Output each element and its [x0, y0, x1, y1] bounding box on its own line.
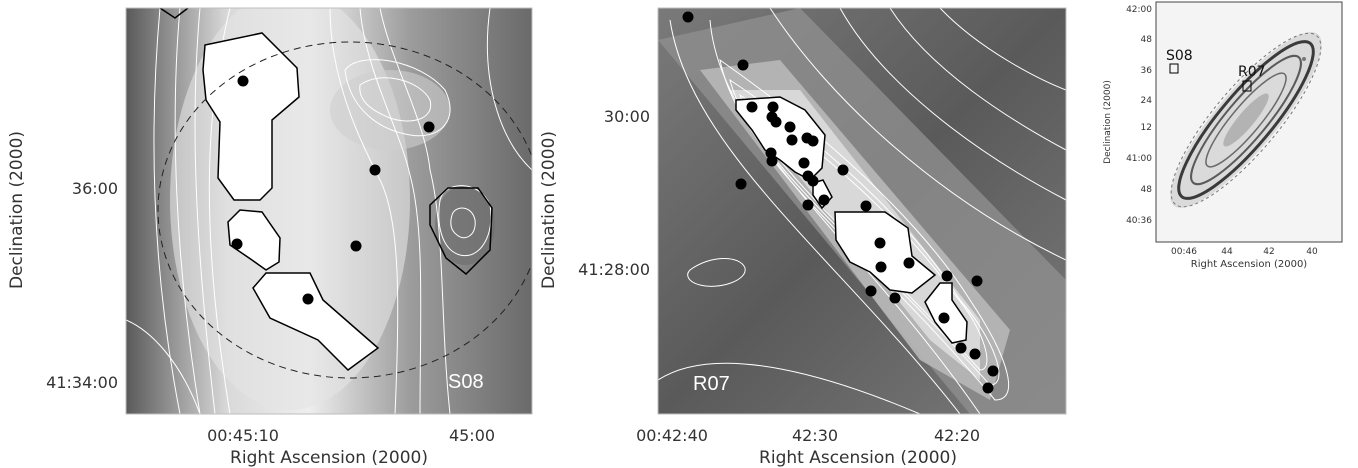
- r07-marker: [767, 101, 779, 113]
- overview-ytick: 40:36: [1126, 216, 1152, 226]
- r07-image: [658, 8, 1066, 414]
- r07-ytick-1: 30:00: [604, 107, 650, 126]
- r07-marker: [807, 175, 819, 187]
- overview-box-s08: [1169, 63, 1179, 74]
- r07-marker: [941, 270, 953, 282]
- r07-frame: [657, 7, 1067, 415]
- overview-frame: [1155, 1, 1343, 243]
- s08-marker: [423, 121, 435, 133]
- r07-marker: [865, 285, 877, 297]
- r07-marker: [735, 178, 747, 190]
- panel-s08-svg: S08 00:45:10 45:00 Right Ascension (2000…: [7, 7, 533, 468]
- s08-xlabel: Right Ascension (2000): [230, 448, 428, 468]
- r07-ytick-2: 41:28:00: [578, 260, 650, 279]
- r07-marker: [807, 135, 819, 147]
- r07-marker: [987, 365, 999, 377]
- overview-label-r07: R07: [1238, 64, 1266, 80]
- overview-ytick: 41:00: [1126, 154, 1152, 164]
- overview-xlabel: Right Ascension (2000): [1191, 259, 1308, 270]
- r07-xlabel: Right Ascension (2000): [759, 448, 957, 468]
- r07-marker: [874, 237, 886, 249]
- overview-label-s08: S08: [1166, 48, 1193, 64]
- panel-s08: S08 00:45:10 45:00 Right Ascension (2000…: [0, 0, 540, 468]
- overview-xtick: 42: [1263, 247, 1274, 257]
- s08-contours: [126, 8, 532, 414]
- r07-marker: [786, 134, 798, 146]
- s08-ytick-1: 36:00: [72, 179, 118, 198]
- r07-marker: [938, 312, 950, 324]
- r07-marker: [889, 292, 901, 304]
- s08-region-4: [429, 187, 493, 276]
- r07-marker: [982, 382, 994, 394]
- r07-marker: [770, 116, 782, 128]
- overview-ytick: 36: [1141, 66, 1153, 76]
- r07-xtick-1: 00:42:40: [636, 426, 708, 445]
- s08-aperture-circle: [157, 41, 532, 379]
- r07-marker: [765, 147, 777, 159]
- overview-xtick: 00:46: [1171, 247, 1197, 257]
- s08-image: [126, 8, 532, 414]
- r07-marker: [802, 199, 814, 211]
- r07-xtick-3: 42:20: [934, 426, 980, 445]
- r07-ylabel: Declination (2000): [540, 131, 559, 289]
- r07-marker: [682, 11, 694, 23]
- panel-r07-svg: R07 00:42:40 42:30 42:20 Right Ascension…: [540, 7, 1067, 468]
- s08-marker: [350, 240, 362, 252]
- s08-frame: [125, 7, 533, 415]
- s08-region-2: [227, 209, 281, 271]
- r07-marker: [969, 348, 981, 360]
- s08-ylabel: Declination (2000): [7, 131, 27, 289]
- s08-marker: [231, 238, 243, 250]
- overview-ytick: 48: [1141, 185, 1153, 195]
- s08-region-3: [252, 272, 380, 371]
- overview-xtick: 44: [1221, 247, 1233, 257]
- r07-marker: [818, 194, 830, 206]
- overview-ytick: 42:00: [1126, 5, 1152, 15]
- r07-marker: [971, 275, 983, 287]
- r07-marker: [955, 342, 967, 354]
- panel-overview-svg: S08 R07 42:00 48 36 24 12 41:00 48 40:36…: [1103, 1, 1343, 270]
- r07-marker: [860, 200, 872, 212]
- s08-markers: [231, 75, 435, 305]
- s08-marker: [237, 75, 249, 87]
- panel-overview: S08 R07 42:00 48 36 24 12 41:00 48 40:36…: [1080, 0, 1358, 300]
- overview-image: [1156, 2, 1342, 242]
- r07-region-3: [834, 211, 937, 294]
- s08-ytick-2: 41:34:00: [46, 373, 118, 392]
- s08-panel-label: S08: [448, 371, 484, 393]
- r07-panel-label: R07: [693, 373, 730, 395]
- r07-xtick-2: 42:30: [792, 426, 838, 445]
- r07-marker: [746, 101, 758, 113]
- r07-marker: [784, 121, 796, 133]
- r07-marker: [766, 155, 778, 167]
- r07-marker: [837, 164, 849, 176]
- r07-marker: [875, 261, 887, 273]
- overview-ytick: 24: [1141, 96, 1153, 106]
- s08-xtick-2: 45:00: [449, 426, 495, 445]
- overview-xtick: 40: [1306, 247, 1318, 257]
- r07-contours: [658, 8, 1066, 414]
- r07-marker: [737, 59, 749, 71]
- overview-box-r07: [1242, 80, 1252, 92]
- s08-marker: [302, 293, 314, 305]
- overview-ytick: 48: [1141, 35, 1153, 45]
- s08-marker: [369, 164, 381, 176]
- r07-markers: [682, 11, 999, 394]
- r07-marker: [798, 157, 810, 169]
- s08-region-1: [202, 32, 300, 201]
- overview-ytick: 12: [1141, 123, 1152, 133]
- overview-ylabel: Declination (2000): [1103, 80, 1113, 164]
- r07-marker: [903, 257, 915, 269]
- s08-xtick-1: 00:45:10: [207, 426, 279, 445]
- panel-r07: R07 00:42:40 42:30 42:20 Right Ascension…: [540, 0, 1080, 468]
